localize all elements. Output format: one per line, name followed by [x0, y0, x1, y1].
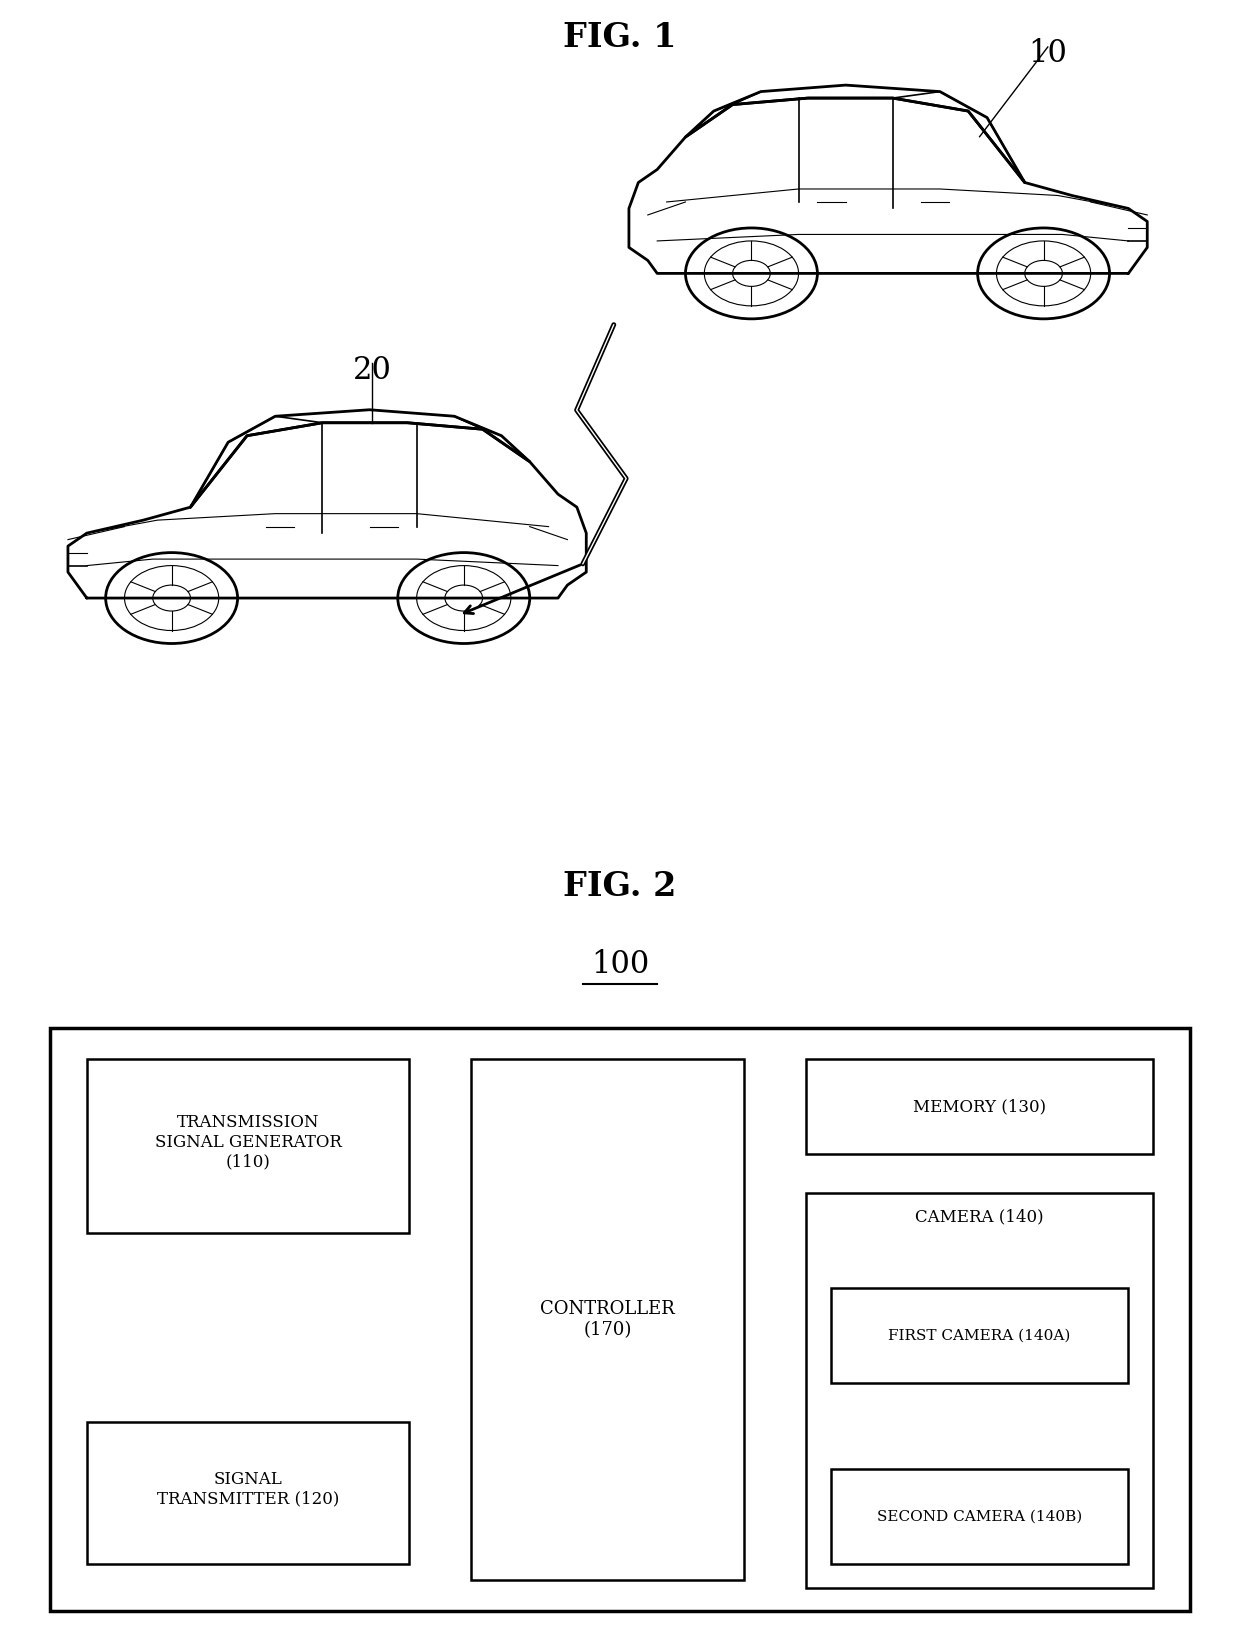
Text: TRANSMISSION
SIGNAL GENERATOR
(110): TRANSMISSION SIGNAL GENERATOR (110) [155, 1114, 341, 1170]
Text: FIRST CAMERA (140A): FIRST CAMERA (140A) [888, 1329, 1071, 1342]
Text: MEMORY (130): MEMORY (130) [913, 1098, 1047, 1116]
Text: 20: 20 [352, 355, 392, 386]
Text: 10: 10 [1028, 38, 1068, 69]
Text: CONTROLLER
(170): CONTROLLER (170) [541, 1300, 675, 1339]
Text: 100: 100 [591, 950, 649, 979]
Text: FIG. 1: FIG. 1 [563, 21, 677, 54]
Text: SIGNAL
TRANSMITTER (120): SIGNAL TRANSMITTER (120) [156, 1470, 340, 1508]
Text: SECOND CAMERA (140B): SECOND CAMERA (140B) [877, 1510, 1083, 1523]
Text: FIG. 2: FIG. 2 [563, 871, 677, 904]
Text: CAMERA (140): CAMERA (140) [915, 1209, 1044, 1226]
